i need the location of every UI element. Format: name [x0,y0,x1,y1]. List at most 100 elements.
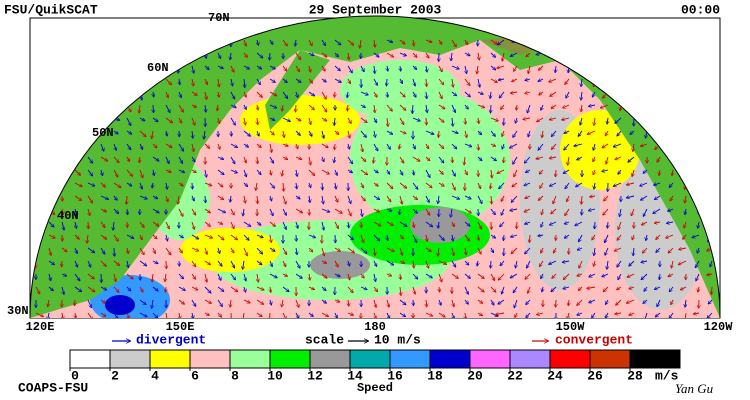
wind-arrow [589,299,596,303]
wind-arrow [617,130,622,136]
wind-arrow [152,234,157,239]
wind-arrow [243,182,248,186]
tick-label: 20 [467,368,483,383]
wind-arrow [309,195,310,202]
wind-arrow [386,52,393,57]
wind-arrow [374,273,376,281]
wind-arrow [231,130,232,136]
wind-arrow [698,221,699,228]
wind-arrow [270,260,272,267]
wind-arrow [400,286,401,295]
wind-arrow [529,234,530,242]
wind-arrow [412,208,417,213]
wind-arrow [567,195,569,202]
wind-arrow [685,195,686,203]
wind-arrow [500,221,505,227]
wind-arrow [684,312,687,318]
wind-arrow [425,208,430,215]
wind-arrow [321,65,325,71]
wind-arrow [439,286,440,292]
wind-arrow [360,117,367,122]
wind-arrow [114,273,116,281]
wind-arrow [602,143,609,148]
wind-arrow [204,260,210,265]
wind-arrow [373,208,379,212]
wind-arrow [413,221,414,227]
wind-arrow [413,143,415,149]
wind-arrow [256,143,261,147]
wind-arrow [152,273,153,282]
wind-arrow [555,65,556,72]
wind-arrow [308,39,312,46]
wind-arrow [478,78,480,87]
wind-arrow [452,78,453,87]
wind-arrow [308,247,313,252]
wind-arrow [218,117,220,123]
wind-arrow [204,130,205,139]
wind-arrow [425,156,430,161]
wind-arrow [607,117,608,124]
wind-arrow [178,247,182,253]
wind-arrow [512,182,518,187]
wind-arrow [565,78,570,84]
wind-arrow [581,91,582,100]
wind-arrow [322,156,324,162]
wind-arrow [139,104,140,113]
wind-arrow [399,117,404,124]
wind-arrow [465,65,467,73]
wind-arrow [139,260,147,266]
wind-arrow [452,117,453,126]
wind-arrow [257,156,258,164]
wind-arrow [387,91,388,97]
wind-arrow [695,260,700,268]
color-box [269,349,311,369]
wind-arrow [256,221,261,225]
wind-arrow [525,196,531,198]
wind-arrow [269,78,275,82]
wind-arrow [643,299,648,303]
wind-arrow [683,234,687,239]
wind-arrow [477,221,482,229]
wind-arrow [295,78,301,82]
wind-arrow [295,299,299,307]
color-box [349,349,391,369]
wind-arrow [282,78,287,83]
wind-arrow [668,209,674,211]
wind-arrow [605,234,609,243]
wind-arrow [565,182,570,189]
wind-arrow [565,208,570,216]
wind-arrow [165,247,171,255]
wind-arrow [321,312,328,317]
wind-arrow [347,170,352,173]
wind-arrow [230,52,231,60]
wind-arrow [551,104,557,108]
wind-arrow [490,117,498,121]
wind-arrow [308,169,315,175]
wind-arrow [678,260,687,265]
wind-arrow [515,117,517,123]
legend-convergent: convergent [555,332,633,347]
wind-arrow [510,143,518,148]
wind-arrow [295,52,301,60]
wind-arrow [491,247,494,253]
wind-arrow [386,260,394,265]
wind-arrow [511,247,518,254]
wind-arrow [465,130,467,137]
wind-arrow [491,260,492,268]
wind-arrow [552,143,557,149]
wind-arrow [412,91,416,97]
wind-arrow [464,195,471,199]
wind-arrow [707,312,713,318]
wind-arrow [191,221,194,229]
wind-arrow [192,65,194,73]
wind-arrow [192,130,193,138]
wind-arrow [425,130,434,134]
wind-arrow [581,195,582,204]
wind-arrow [643,247,648,253]
wind-arrow [334,156,335,163]
wind-arrow [425,273,432,278]
wind-arrow [308,312,313,316]
wind-arrow [641,273,648,280]
wind-arrow [426,299,427,307]
wind-arrow [594,260,596,266]
